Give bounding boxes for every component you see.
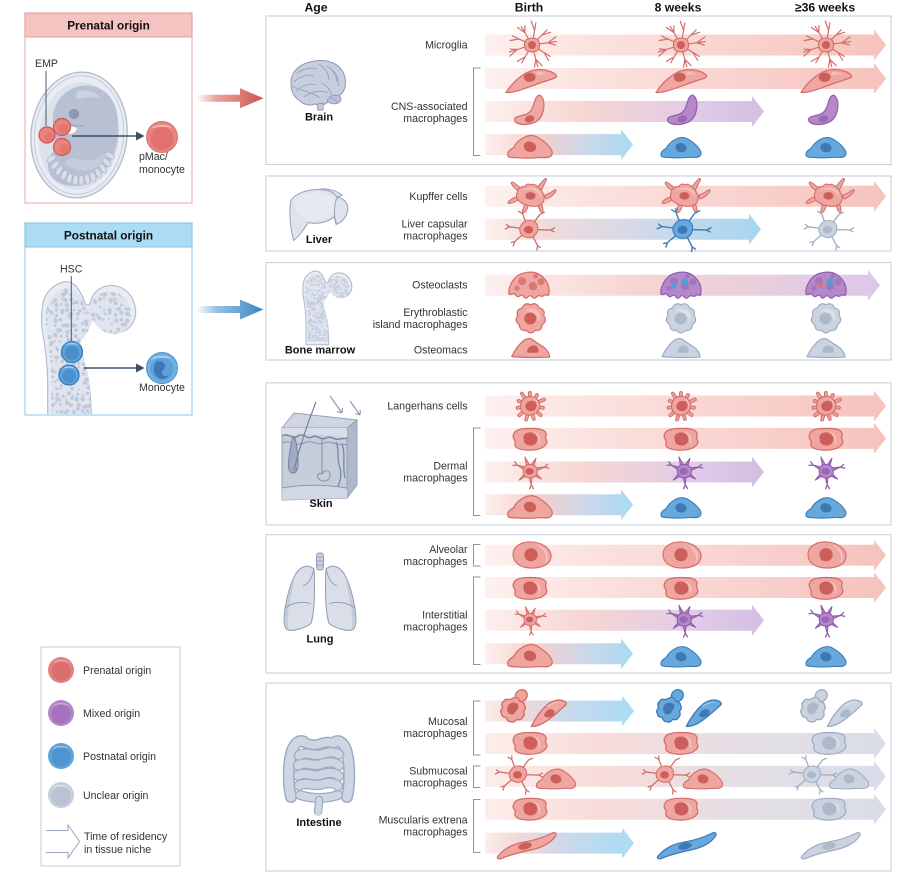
svg-text:monocyte: monocyte bbox=[139, 164, 185, 176]
svg-text:≥36 weeks: ≥36 weeks bbox=[795, 1, 855, 15]
svg-text:Liver: Liver bbox=[306, 234, 333, 246]
svg-text:Lung: Lung bbox=[307, 634, 334, 646]
svg-text:macrophages: macrophages bbox=[403, 230, 467, 242]
svg-text:Age: Age bbox=[304, 1, 327, 15]
svg-text:Microglia: Microglia bbox=[425, 40, 467, 52]
svg-text:macrophages: macrophages bbox=[403, 556, 467, 568]
svg-text:Kupffer cells: Kupffer cells bbox=[409, 191, 467, 203]
svg-text:Postnatal origin: Postnatal origin bbox=[83, 751, 156, 763]
svg-text:Brain: Brain bbox=[305, 112, 333, 124]
svg-text:Bone marrow: Bone marrow bbox=[285, 345, 356, 357]
svg-text:Prenatal origin: Prenatal origin bbox=[83, 665, 151, 677]
svg-text:macrophages: macrophages bbox=[403, 473, 467, 485]
svg-text:Unclear origin: Unclear origin bbox=[83, 790, 148, 802]
svg-text:Mucosal: Mucosal bbox=[428, 716, 467, 728]
svg-text:Erythroblastic: Erythroblastic bbox=[403, 307, 468, 319]
svg-text:macrophages: macrophages bbox=[403, 728, 467, 740]
svg-text:Dermal: Dermal bbox=[433, 461, 467, 473]
svg-text:Skin: Skin bbox=[309, 498, 333, 510]
svg-text:Mixed origin: Mixed origin bbox=[83, 708, 140, 720]
svg-text:macrophages: macrophages bbox=[403, 778, 467, 790]
svg-text:8 weeks: 8 weeks bbox=[655, 1, 702, 15]
svg-text:Monocyte: Monocyte bbox=[139, 382, 185, 394]
svg-text:macrophages: macrophages bbox=[403, 827, 467, 839]
svg-text:Liver capsular: Liver capsular bbox=[402, 218, 468, 230]
svg-text:Birth: Birth bbox=[515, 1, 543, 15]
svg-text:in tissue niche: in tissue niche bbox=[84, 844, 151, 856]
svg-text:macrophages: macrophages bbox=[403, 113, 467, 125]
svg-text:EMP: EMP bbox=[35, 58, 58, 70]
svg-text:HSC: HSC bbox=[60, 264, 83, 276]
svg-text:Submucosal: Submucosal bbox=[409, 766, 467, 778]
svg-text:Alveolar: Alveolar bbox=[429, 544, 468, 556]
svg-text:Interstitial: Interstitial bbox=[422, 609, 467, 621]
svg-text:Postnatal origin: Postnatal origin bbox=[64, 229, 153, 243]
svg-text:Langerhans cells: Langerhans cells bbox=[387, 401, 467, 413]
svg-text:Intestine: Intestine bbox=[296, 817, 341, 829]
svg-text:CNS-associated: CNS-associated bbox=[391, 101, 468, 113]
svg-text:macrophages: macrophages bbox=[403, 621, 467, 633]
svg-text:Osteomacs: Osteomacs bbox=[414, 345, 468, 357]
svg-text:Prenatal origin: Prenatal origin bbox=[67, 19, 150, 33]
svg-text:Muscularis extrena: Muscularis extrena bbox=[379, 815, 468, 827]
svg-text:pMac/: pMac/ bbox=[139, 151, 168, 163]
svg-text:Osteoclasts: Osteoclasts bbox=[412, 280, 467, 292]
svg-text:Time of residency: Time of residency bbox=[84, 831, 168, 843]
svg-text:island macrophages: island macrophages bbox=[373, 319, 468, 331]
